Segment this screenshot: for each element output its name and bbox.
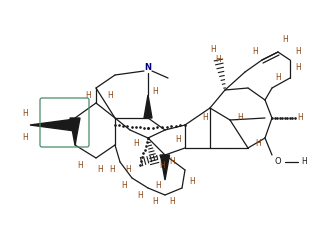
Text: H: H bbox=[169, 197, 175, 207]
Text: H: H bbox=[107, 91, 113, 99]
Polygon shape bbox=[144, 95, 152, 118]
Text: H: H bbox=[159, 160, 165, 170]
Text: H: H bbox=[137, 190, 143, 200]
Text: H: H bbox=[295, 47, 301, 57]
Text: H: H bbox=[275, 74, 281, 82]
Text: H: H bbox=[210, 45, 216, 54]
Text: H: H bbox=[202, 114, 208, 123]
Text: H: H bbox=[155, 180, 161, 190]
Polygon shape bbox=[160, 155, 169, 180]
Text: H: H bbox=[109, 165, 115, 175]
Text: H: H bbox=[152, 87, 158, 96]
Text: H: H bbox=[301, 158, 307, 166]
Polygon shape bbox=[30, 119, 75, 131]
Text: H: H bbox=[295, 64, 301, 72]
Text: A: A bbox=[55, 121, 59, 127]
Polygon shape bbox=[70, 118, 80, 145]
Text: H: H bbox=[77, 160, 83, 170]
Text: bs: bs bbox=[66, 121, 74, 127]
Text: H: H bbox=[125, 165, 131, 175]
Text: H: H bbox=[255, 138, 261, 148]
Text: H: H bbox=[175, 136, 181, 145]
Text: H: H bbox=[252, 47, 258, 57]
Text: H: H bbox=[189, 178, 195, 187]
Text: N: N bbox=[144, 64, 152, 72]
Text: H: H bbox=[169, 158, 175, 166]
Text: O: O bbox=[275, 158, 281, 166]
Text: H: H bbox=[133, 138, 139, 148]
Text: H: H bbox=[297, 114, 303, 123]
Text: H: H bbox=[237, 114, 243, 123]
Text: H: H bbox=[97, 165, 103, 175]
Text: H: H bbox=[215, 55, 221, 64]
Text: H: H bbox=[152, 197, 158, 207]
Text: H: H bbox=[22, 109, 28, 118]
Text: H: H bbox=[22, 133, 28, 143]
Text: H: H bbox=[282, 35, 288, 44]
Text: H: H bbox=[121, 180, 127, 190]
Text: H: H bbox=[85, 91, 91, 99]
